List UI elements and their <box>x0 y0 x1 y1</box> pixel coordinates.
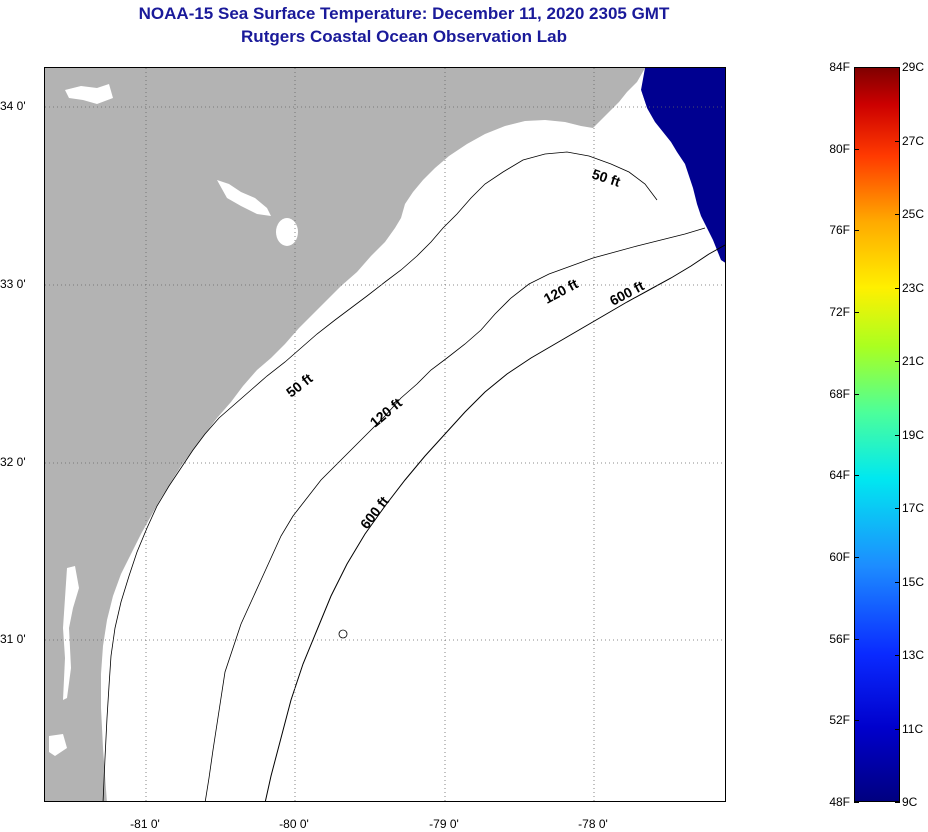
colorbar-tick <box>854 802 859 803</box>
colorbar-fahrenheit-label: 56F <box>829 631 850 646</box>
colorbar-tick <box>854 67 859 68</box>
temperature-colorbar <box>854 67 900 802</box>
colorbar-celsius-label: 9C <box>902 795 918 809</box>
contour-120ft <box>204 227 706 801</box>
colorbar-tick <box>895 508 900 509</box>
colorbar-celsius-label: 17C <box>902 501 925 515</box>
colorbar-tick <box>854 557 859 558</box>
seamount-contour <box>338 629 348 639</box>
colorbar-celsius-label: 25C <box>902 207 925 221</box>
colorbar-fahrenheit-label: 84F <box>829 60 850 74</box>
colorbar-fahrenheit-label: 60F <box>829 550 850 564</box>
land-area <box>45 68 645 801</box>
colorbar-celsius-label: 21C <box>902 354 925 368</box>
contour-label: 50 ft <box>283 370 316 401</box>
sst-map: 50 ft 50 ft 120 ft 120 ft 600 ft 600 ft <box>44 67 726 802</box>
lon-label: -81 0' <box>130 817 160 831</box>
colorbar-celsius-label: 19C <box>902 427 925 442</box>
contour-50ft <box>102 151 658 801</box>
colorbar-tick <box>854 230 859 232</box>
colorbar-tick <box>854 148 859 150</box>
colorbar-tick <box>895 361 900 362</box>
contour-label: 600 ft <box>607 277 647 308</box>
sst-cold-patch <box>641 68 725 263</box>
colorbar-tick <box>895 287 900 289</box>
grid-lines <box>45 68 725 801</box>
lake-1 <box>65 84 113 104</box>
colorbar-tick <box>895 67 900 68</box>
lake-4 <box>63 566 79 700</box>
colorbar-celsius-label: 27C <box>902 133 925 148</box>
colorbar-tick <box>854 393 859 395</box>
colorbar-tick <box>895 140 900 142</box>
colorbar-tick <box>895 434 900 436</box>
contour-600ft <box>264 244 725 801</box>
lat-label: 33 0' <box>0 277 26 291</box>
page-title: NOAA-15 Sea Surface Temperature: Decembe… <box>138 4 670 23</box>
map-canvas: 50 ft 50 ft 120 ft 120 ft 600 ft 600 ft <box>45 68 725 801</box>
lon-label: -78 0' <box>578 817 608 831</box>
lake-5 <box>49 734 67 756</box>
colorbar-tick <box>895 655 900 656</box>
colorbar-celsius-label: 11C <box>902 721 924 736</box>
colorbar-fahrenheit-label: 72F <box>829 305 850 319</box>
colorbar-fahrenheit-label: 48F <box>829 795 850 809</box>
colorbar-fahrenheit-label: 80F <box>829 141 850 156</box>
colorbar-tick <box>854 475 859 477</box>
colorbar-celsius-label: 23C <box>902 280 925 295</box>
contour-label: 600 ft <box>357 493 392 532</box>
colorbar-tick <box>895 802 900 803</box>
lake-2 <box>217 180 271 216</box>
contour-label: 120 ft <box>541 275 581 306</box>
colorbar-celsius-label: 13C <box>902 648 925 662</box>
lat-label: 34 0' <box>0 99 26 113</box>
colorbar-tick <box>895 728 900 730</box>
lat-label: 32 0' <box>0 455 26 469</box>
lon-label: -80 0' <box>279 817 309 831</box>
colorbar-tick <box>895 214 900 215</box>
page-subtitle: Rutgers Coastal Ocean Observation Lab <box>241 27 567 46</box>
lon-label: -79 0' <box>429 817 459 831</box>
colorbar-fahrenheit-label: 68F <box>829 386 850 401</box>
contour-label: 50 ft <box>590 166 623 190</box>
colorbar-tick <box>895 581 900 583</box>
lat-label: 31 0' <box>0 632 26 646</box>
barrier-islands <box>635 90 651 174</box>
colorbar-celsius-label: 29C <box>902 60 925 74</box>
colorbar-fahrenheit-label: 64F <box>829 468 850 483</box>
colorbar-tick <box>854 638 859 640</box>
colorbar-celsius-label: 15C <box>902 574 925 589</box>
colorbar-tick <box>854 720 859 722</box>
colorbar-tick <box>854 312 859 313</box>
colorbar-fahrenheit-label: 52F <box>829 713 850 728</box>
colorbar-fahrenheit-label: 76F <box>829 223 850 238</box>
lake-3 <box>276 218 298 246</box>
